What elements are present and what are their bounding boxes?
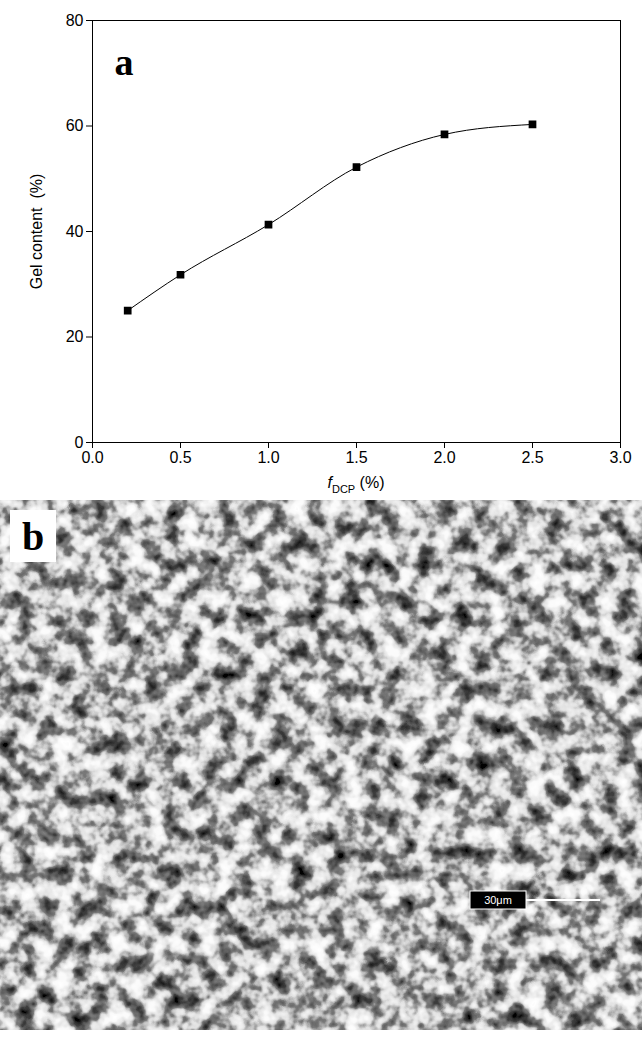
svg-text:b: b xyxy=(22,514,44,559)
svg-text:2.5: 2.5 xyxy=(521,449,543,466)
svg-text:40: 40 xyxy=(66,223,84,240)
svg-text:1.5: 1.5 xyxy=(345,449,367,466)
svg-text:1.0: 1.0 xyxy=(257,449,279,466)
svg-text:0.5: 0.5 xyxy=(169,449,191,466)
svg-text:3.0: 3.0 xyxy=(609,449,631,466)
svg-text:80: 80 xyxy=(66,12,84,29)
svg-text:0: 0 xyxy=(75,434,84,451)
svg-text:20: 20 xyxy=(66,328,84,345)
svg-text:2.0: 2.0 xyxy=(433,449,455,466)
svg-text:30μm: 30μm xyxy=(484,894,512,906)
svg-text:60: 60 xyxy=(66,117,84,134)
svg-text:0.0: 0.0 xyxy=(81,449,103,466)
svg-text:fDCP (%): fDCP (%) xyxy=(327,474,384,495)
svg-text:Gel content (%): Gel content (%) xyxy=(28,174,45,290)
svg-text:a: a xyxy=(115,41,134,83)
